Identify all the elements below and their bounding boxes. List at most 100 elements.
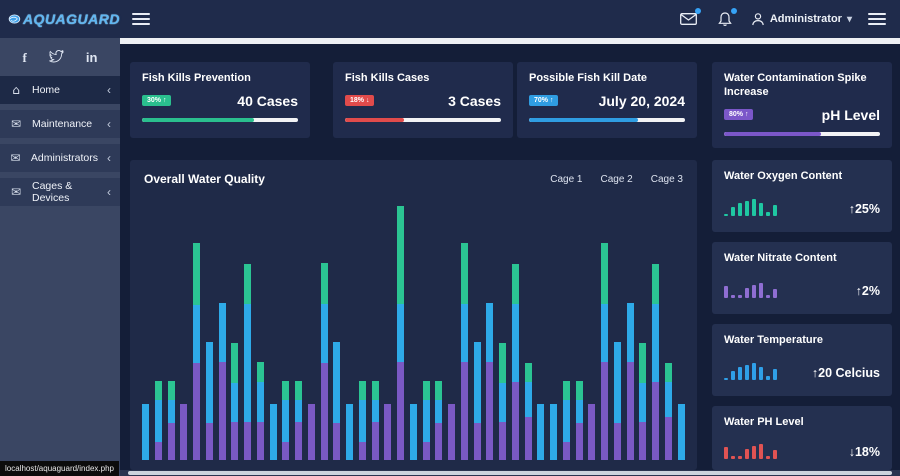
chart-title: Overall Water Quality: [144, 172, 265, 186]
linkedin-icon[interactable]: in: [86, 50, 98, 66]
bell-icon[interactable]: [715, 10, 735, 28]
chart-bar: [423, 381, 430, 460]
stat-value: 40 Cases: [237, 93, 298, 109]
chart-bar: [180, 404, 187, 460]
chart-bar: [142, 404, 149, 460]
chart-bar: [244, 264, 251, 460]
chart-bar: [588, 404, 595, 460]
chart-bar: [308, 404, 315, 460]
aquaguard-logo[interactable]: AQUAGUARD: [0, 10, 120, 28]
chart-bar: [206, 342, 213, 460]
user-icon: [751, 12, 765, 26]
trend-badge: 80% ↑: [724, 109, 753, 120]
trend-badge: 30% ↑: [142, 95, 171, 106]
chart-bar: [525, 363, 532, 460]
chart-bar: [410, 404, 417, 460]
chevron-left-icon: ‹: [107, 185, 111, 199]
mail-icon[interactable]: [679, 10, 699, 28]
chart-bar: [384, 404, 391, 460]
twitter-icon[interactable]: [49, 50, 64, 66]
logo-text: AQUAGUARD: [23, 11, 120, 27]
chart-bar: [563, 381, 570, 460]
progress-bar: [345, 118, 501, 122]
chevron-down-icon: ▾: [847, 14, 852, 25]
chart-bar: [231, 343, 238, 460]
chart-bar: [537, 404, 544, 460]
sidebar-item-administrators[interactable]: ✉ Administrators ‹: [0, 144, 120, 172]
top-navbar: AQUAGUARD Administrator ▾: [0, 0, 900, 38]
mini-bar-chart: [724, 437, 777, 459]
chart-bar: [550, 404, 557, 460]
browser-status-bar: localhost/aquaguard/index.php: [0, 461, 119, 476]
chart-legend: Cage 1 Cage 2 Cage 3: [550, 174, 683, 185]
main-content: Fish Kills Prevention 30% ↑ 40 Cases Fis…: [120, 44, 900, 470]
chart-bar: [627, 303, 634, 460]
chart-bar: [652, 264, 659, 460]
card-water-oxygen: Water Oxygen Content ↑25%: [712, 160, 892, 232]
progress-bar: [142, 118, 298, 122]
chart-bar: [372, 381, 379, 460]
bell-badge: [731, 8, 737, 14]
mini-bar-chart: [724, 194, 777, 216]
chevron-left-icon: ‹: [107, 117, 111, 131]
stacked-bar-chart: [142, 204, 685, 460]
card-water-ph: Water PH Level ↓18%: [712, 406, 892, 470]
legend-cage-2[interactable]: Cage 2: [601, 174, 633, 185]
chart-bar: [397, 206, 404, 460]
delta-value: ↑2%: [856, 284, 880, 298]
trend-badge: 70% ↑: [529, 95, 558, 106]
mail-badge: [695, 8, 701, 14]
chart-bar: [321, 263, 328, 460]
chart-bar: [474, 342, 481, 460]
sidebar-item-maintenance[interactable]: ✉ Maintenance ‹: [0, 110, 120, 138]
chart-bar: [359, 381, 366, 460]
chart-bar: [601, 243, 608, 460]
sidebar-item-home[interactable]: ⌂ Home ‹: [0, 76, 120, 104]
chevron-left-icon: ‹: [107, 151, 111, 165]
logo-fish-icon: [8, 10, 21, 28]
chart-bar: [257, 362, 264, 460]
stat-value: pH Level: [822, 107, 880, 123]
legend-cage-1[interactable]: Cage 1: [550, 174, 582, 185]
trend-badge: 18% ↓: [345, 95, 374, 106]
chart-bar: [282, 381, 289, 460]
chart-bar: [295, 381, 302, 460]
sidebar-toggle-icon[interactable]: [132, 13, 150, 25]
stat-card-water-contamination: Water Contamination Spike Increase 80% ↑…: [712, 62, 892, 148]
stat-card-possible-fish-kill-date: Possible Fish Kill Date 70% ↑ July 20, 2…: [517, 62, 697, 138]
card-water-temperature: Water Temperature ↑20 Celcius: [712, 324, 892, 396]
chart-bar: [193, 243, 200, 460]
chart-bar: [435, 381, 442, 460]
mini-bar-chart: [724, 276, 777, 298]
chart-bar: [155, 381, 162, 460]
chart-bar: [614, 342, 621, 460]
stat-value: 3 Cases: [448, 93, 501, 109]
user-menu[interactable]: Administrator ▾: [751, 12, 852, 26]
chart-bar: [512, 264, 519, 460]
envelope-icon: ✉: [9, 185, 23, 199]
chart-bar: [346, 404, 353, 460]
progress-bar: [529, 118, 685, 122]
delta-value: ↑20 Celcius: [812, 366, 880, 380]
legend-cage-3[interactable]: Cage 3: [651, 174, 683, 185]
progress-bar: [724, 132, 880, 136]
stat-value: July 20, 2024: [599, 93, 685, 109]
chart-bar: [499, 343, 506, 460]
delta-value: ↑25%: [849, 202, 880, 216]
card-water-nitrate: Water Nitrate Content ↑2%: [712, 242, 892, 314]
chart-bar: [678, 404, 685, 460]
settings-menu-icon[interactable]: [868, 13, 886, 25]
scrollbar-thumb[interactable]: [128, 471, 892, 475]
chart-bar: [461, 243, 468, 460]
facebook-icon[interactable]: f: [23, 50, 27, 66]
envelope-icon: ✉: [9, 117, 23, 131]
horizontal-scrollbar[interactable]: [120, 470, 900, 476]
stat-card-fish-kills-prevention: Fish Kills Prevention 30% ↑ 40 Cases: [130, 62, 310, 138]
water-quality-chart-card: Overall Water Quality Cage 1 Cage 2 Cage…: [130, 160, 697, 470]
user-name: Administrator: [770, 13, 842, 25]
chart-bar: [270, 404, 277, 460]
chart-bar: [333, 342, 340, 460]
sidebar-item-cages-devices[interactable]: ✉ Cages & Devices ‹: [0, 178, 120, 206]
envelope-icon: ✉: [9, 151, 22, 165]
chart-bar: [168, 381, 175, 460]
